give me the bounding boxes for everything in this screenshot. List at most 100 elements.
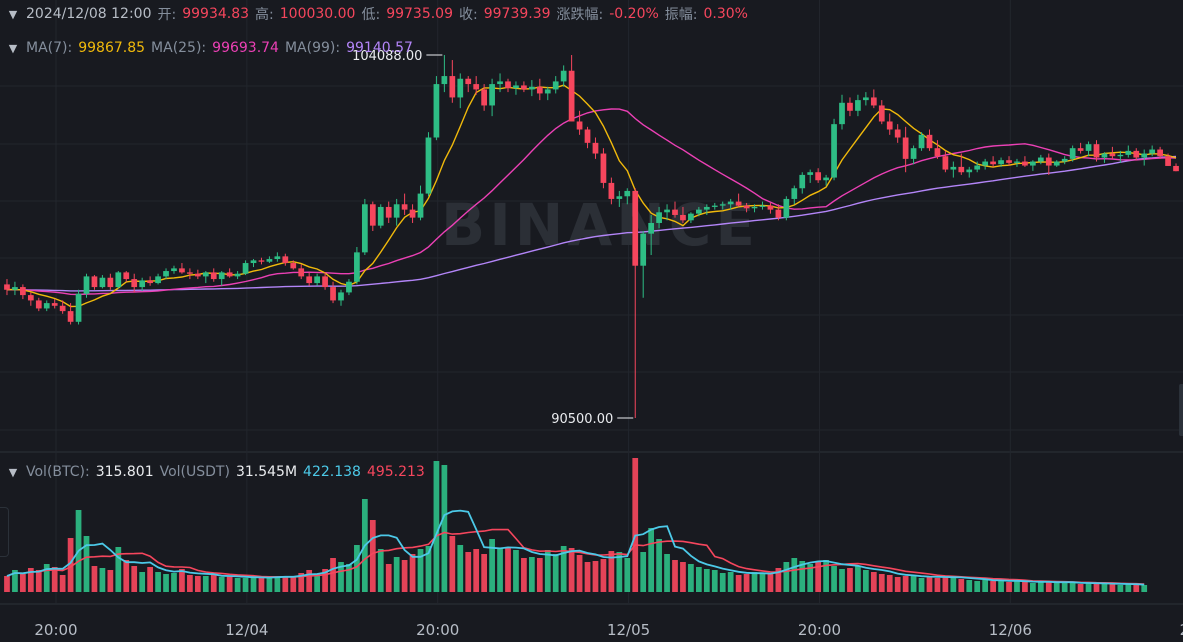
volume-bar xyxy=(417,549,424,592)
volume-legend: ▼ Vol(BTC): 315.801 Vol(USDT) 31.545M 42… xyxy=(0,464,431,480)
candle-body xyxy=(361,204,368,253)
vol-btc-label: Vol(BTC): xyxy=(26,464,90,480)
volume-bar xyxy=(43,564,50,592)
volume-bar xyxy=(648,528,655,592)
candle-body xyxy=(1165,156,1171,166)
right-scroll-handle[interactable] xyxy=(1179,384,1183,436)
volume-bar xyxy=(536,558,543,592)
volume-bar xyxy=(465,552,472,592)
candle-body xyxy=(536,86,543,94)
candle-body xyxy=(1157,149,1163,157)
candle-body xyxy=(377,206,384,226)
candle-body xyxy=(950,166,957,170)
volume-bar xyxy=(147,567,153,592)
left-panel-handle[interactable] xyxy=(0,507,9,557)
change-value: -0.20% xyxy=(609,6,659,22)
candle-body xyxy=(202,272,209,277)
candle-body xyxy=(306,276,313,284)
volume-bar xyxy=(616,552,623,592)
volume-bar xyxy=(27,568,34,592)
vol-collapse-chevron-icon[interactable]: ▼ xyxy=(8,465,18,479)
candle-body xyxy=(711,205,718,207)
volume-bar xyxy=(839,569,845,592)
volume-bar xyxy=(187,575,193,592)
candle-body xyxy=(990,161,996,165)
candle-body xyxy=(966,169,973,173)
candle-body xyxy=(695,209,702,214)
x-tick-label: 20:00 xyxy=(1180,621,1183,639)
volume-bar xyxy=(783,562,790,592)
volume-bar xyxy=(640,552,647,592)
candle-body xyxy=(656,212,662,223)
volume-bar xyxy=(600,559,607,592)
candle-body xyxy=(823,177,829,181)
candle-body xyxy=(1045,157,1052,166)
volume-bar xyxy=(680,562,686,592)
volume-bar xyxy=(258,578,265,592)
volume-bar xyxy=(59,575,66,592)
candle-body xyxy=(1093,144,1100,158)
candle-body xyxy=(210,272,217,280)
volume-bar xyxy=(433,461,440,592)
candle-body xyxy=(751,206,758,209)
volume-bar xyxy=(354,545,360,592)
volume-ma-lines xyxy=(6,509,1145,586)
volume-bar xyxy=(910,575,917,592)
volume-bar xyxy=(1022,582,1028,592)
volume-bar xyxy=(481,554,488,592)
candle-body xyxy=(1022,161,1028,166)
candle-body xyxy=(194,273,201,277)
volume-bar xyxy=(855,566,861,592)
candle-body xyxy=(1030,161,1036,166)
candle-body xyxy=(1125,150,1132,155)
volume-bar xyxy=(990,581,996,592)
candle-body xyxy=(815,172,822,181)
volume-bar xyxy=(234,578,241,592)
ma25-label: MA(25): xyxy=(151,40,207,56)
volume-bar xyxy=(584,562,591,592)
volume-bar xyxy=(131,566,138,592)
candle-body xyxy=(902,137,909,159)
candle-body xyxy=(743,205,750,209)
candle-body xyxy=(258,260,265,262)
candle-date: 2024/12/08 12:00 xyxy=(26,6,152,22)
ma99-line xyxy=(7,155,1177,292)
volume-bar xyxy=(123,560,130,592)
volume-bar xyxy=(401,560,408,592)
volume-bar xyxy=(727,572,734,592)
volume-bar xyxy=(67,538,74,592)
candle-body xyxy=(99,277,106,288)
moving-average-lines xyxy=(6,84,1177,308)
volume-bar xyxy=(266,577,273,592)
candle-body xyxy=(918,134,925,149)
candle-body xyxy=(632,190,639,266)
x-tick-label: 12/05 xyxy=(607,621,650,639)
candle-body xyxy=(226,272,233,277)
volume-bar xyxy=(688,564,694,592)
volume-bar xyxy=(759,573,766,592)
collapse-chevron-icon[interactable]: ▼ xyxy=(8,7,18,21)
candle-body xyxy=(441,76,448,85)
candles xyxy=(4,55,1179,418)
candle-body xyxy=(354,252,360,282)
candle-body xyxy=(409,209,416,218)
volume-bar xyxy=(1061,582,1068,592)
ma-collapse-chevron-icon[interactable]: ▼ xyxy=(8,41,18,55)
volume-bar xyxy=(775,568,782,592)
candle-body xyxy=(505,81,511,89)
candle-body xyxy=(894,129,901,138)
volume-ma-short-line xyxy=(6,509,1145,586)
volume-bar xyxy=(20,574,26,592)
volume-bar xyxy=(1125,584,1132,592)
candle-body xyxy=(910,148,917,159)
volume-bar xyxy=(1133,585,1140,592)
candle-body xyxy=(672,209,678,215)
high-value: 100030.00 xyxy=(279,6,356,22)
x-tick-label: 12/06 xyxy=(989,621,1032,639)
candle-body xyxy=(401,204,408,210)
candle-body xyxy=(433,84,440,138)
volume-bar xyxy=(1077,584,1084,592)
price-marker-label: 90500.00 xyxy=(551,412,613,427)
candle-body xyxy=(274,256,281,260)
